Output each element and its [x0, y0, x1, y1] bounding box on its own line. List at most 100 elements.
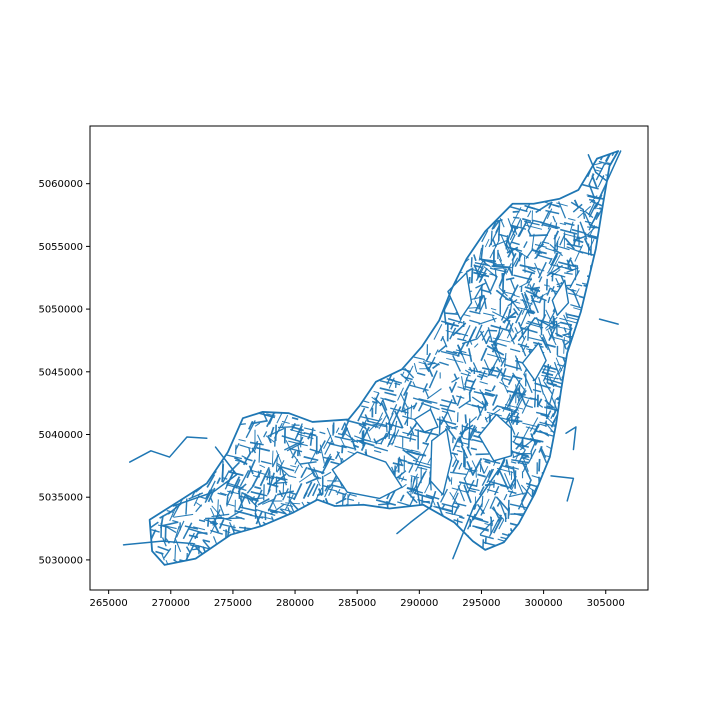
street-line: [500, 233, 509, 253]
street-line: [375, 499, 397, 506]
street-line: [491, 507, 505, 520]
street-line: [399, 392, 408, 408]
street-line: [477, 473, 486, 478]
street-line: [350, 437, 357, 451]
street-line: [525, 289, 538, 297]
street-line: [497, 252, 503, 262]
street-line: [539, 429, 550, 437]
street-line: [504, 404, 524, 410]
street-line: [412, 397, 432, 405]
x-tick-label: 300000: [525, 598, 563, 609]
street-line: [465, 268, 473, 273]
street-line: [269, 510, 278, 514]
street-line: [496, 368, 503, 379]
street-line: [523, 241, 528, 249]
street-line: [307, 482, 316, 498]
street-line: [471, 457, 483, 476]
street-line: [480, 244, 484, 260]
street-line: [490, 230, 493, 246]
street-line: [484, 483, 495, 487]
street-line: [410, 449, 421, 453]
street-line: [514, 327, 519, 334]
street-line: [317, 440, 326, 454]
street-line: [251, 447, 257, 454]
street-line: [517, 461, 527, 466]
street-line: [276, 462, 282, 467]
street-line: [210, 529, 223, 535]
street-line: [379, 380, 392, 385]
street-line: [511, 259, 514, 275]
street-line: [504, 298, 521, 304]
street-line: [228, 509, 243, 519]
street-line: [439, 404, 449, 408]
street-line: [379, 387, 394, 393]
street-line: [587, 195, 599, 200]
street-line: [469, 319, 481, 324]
street-line: [566, 313, 580, 318]
street-line: [198, 519, 206, 523]
street-line: [216, 477, 221, 485]
street-line: [464, 372, 470, 385]
street-line: [443, 308, 447, 325]
street-line: [425, 352, 432, 362]
street-line: [484, 416, 488, 423]
street-line: [540, 221, 560, 229]
street-line: [434, 349, 439, 356]
street-line: [237, 493, 247, 511]
street-line: [163, 547, 172, 559]
street-line: [415, 485, 421, 506]
street-line: [263, 431, 268, 438]
street-line: [520, 326, 538, 334]
street-line: [413, 356, 425, 361]
street-line: [498, 519, 505, 530]
street-line: [289, 428, 306, 435]
street-line: [542, 368, 556, 373]
street-line: [255, 508, 276, 517]
street-line: [511, 207, 522, 225]
street-line: [488, 370, 491, 376]
street-line: [453, 502, 467, 507]
street-line: [440, 411, 449, 425]
street-line: [398, 472, 403, 480]
street-line: [428, 370, 438, 389]
street-line: [530, 423, 540, 438]
street-line: [452, 355, 462, 372]
street-line: [522, 298, 531, 317]
street-line: [487, 468, 493, 478]
plot-area-background: [90, 126, 648, 590]
street-line: [424, 481, 431, 494]
street-line: [207, 517, 210, 527]
street-line: [521, 399, 530, 414]
street-line: [461, 425, 478, 432]
street-line: [542, 334, 552, 354]
street-line: [362, 439, 383, 445]
y-tick-label: 5055000: [38, 242, 83, 253]
street-line: [538, 268, 545, 272]
street-line: [460, 376, 465, 391]
street-line: [537, 254, 552, 260]
street-line: [211, 513, 230, 518]
street-line: [498, 233, 508, 238]
street-line: [540, 413, 550, 418]
street-line: [559, 317, 577, 324]
street-line: [481, 469, 491, 487]
street-line: [394, 382, 401, 386]
street-line: [479, 463, 485, 474]
street-line: [545, 410, 552, 420]
street-line: [468, 489, 477, 493]
street-line: [445, 425, 457, 440]
street-line: [467, 431, 471, 449]
street-line: [466, 460, 474, 476]
street-line: [380, 397, 395, 403]
street-line: [415, 453, 425, 472]
street-line: [579, 221, 588, 240]
street-line: [492, 517, 503, 534]
street-line: [381, 402, 390, 419]
street-line: [486, 484, 491, 493]
street-line: [509, 227, 517, 241]
street-line: [239, 470, 250, 487]
street-line: [335, 427, 340, 433]
street-line: [238, 438, 246, 442]
street-line: [548, 310, 556, 323]
street-line: [441, 407, 456, 413]
